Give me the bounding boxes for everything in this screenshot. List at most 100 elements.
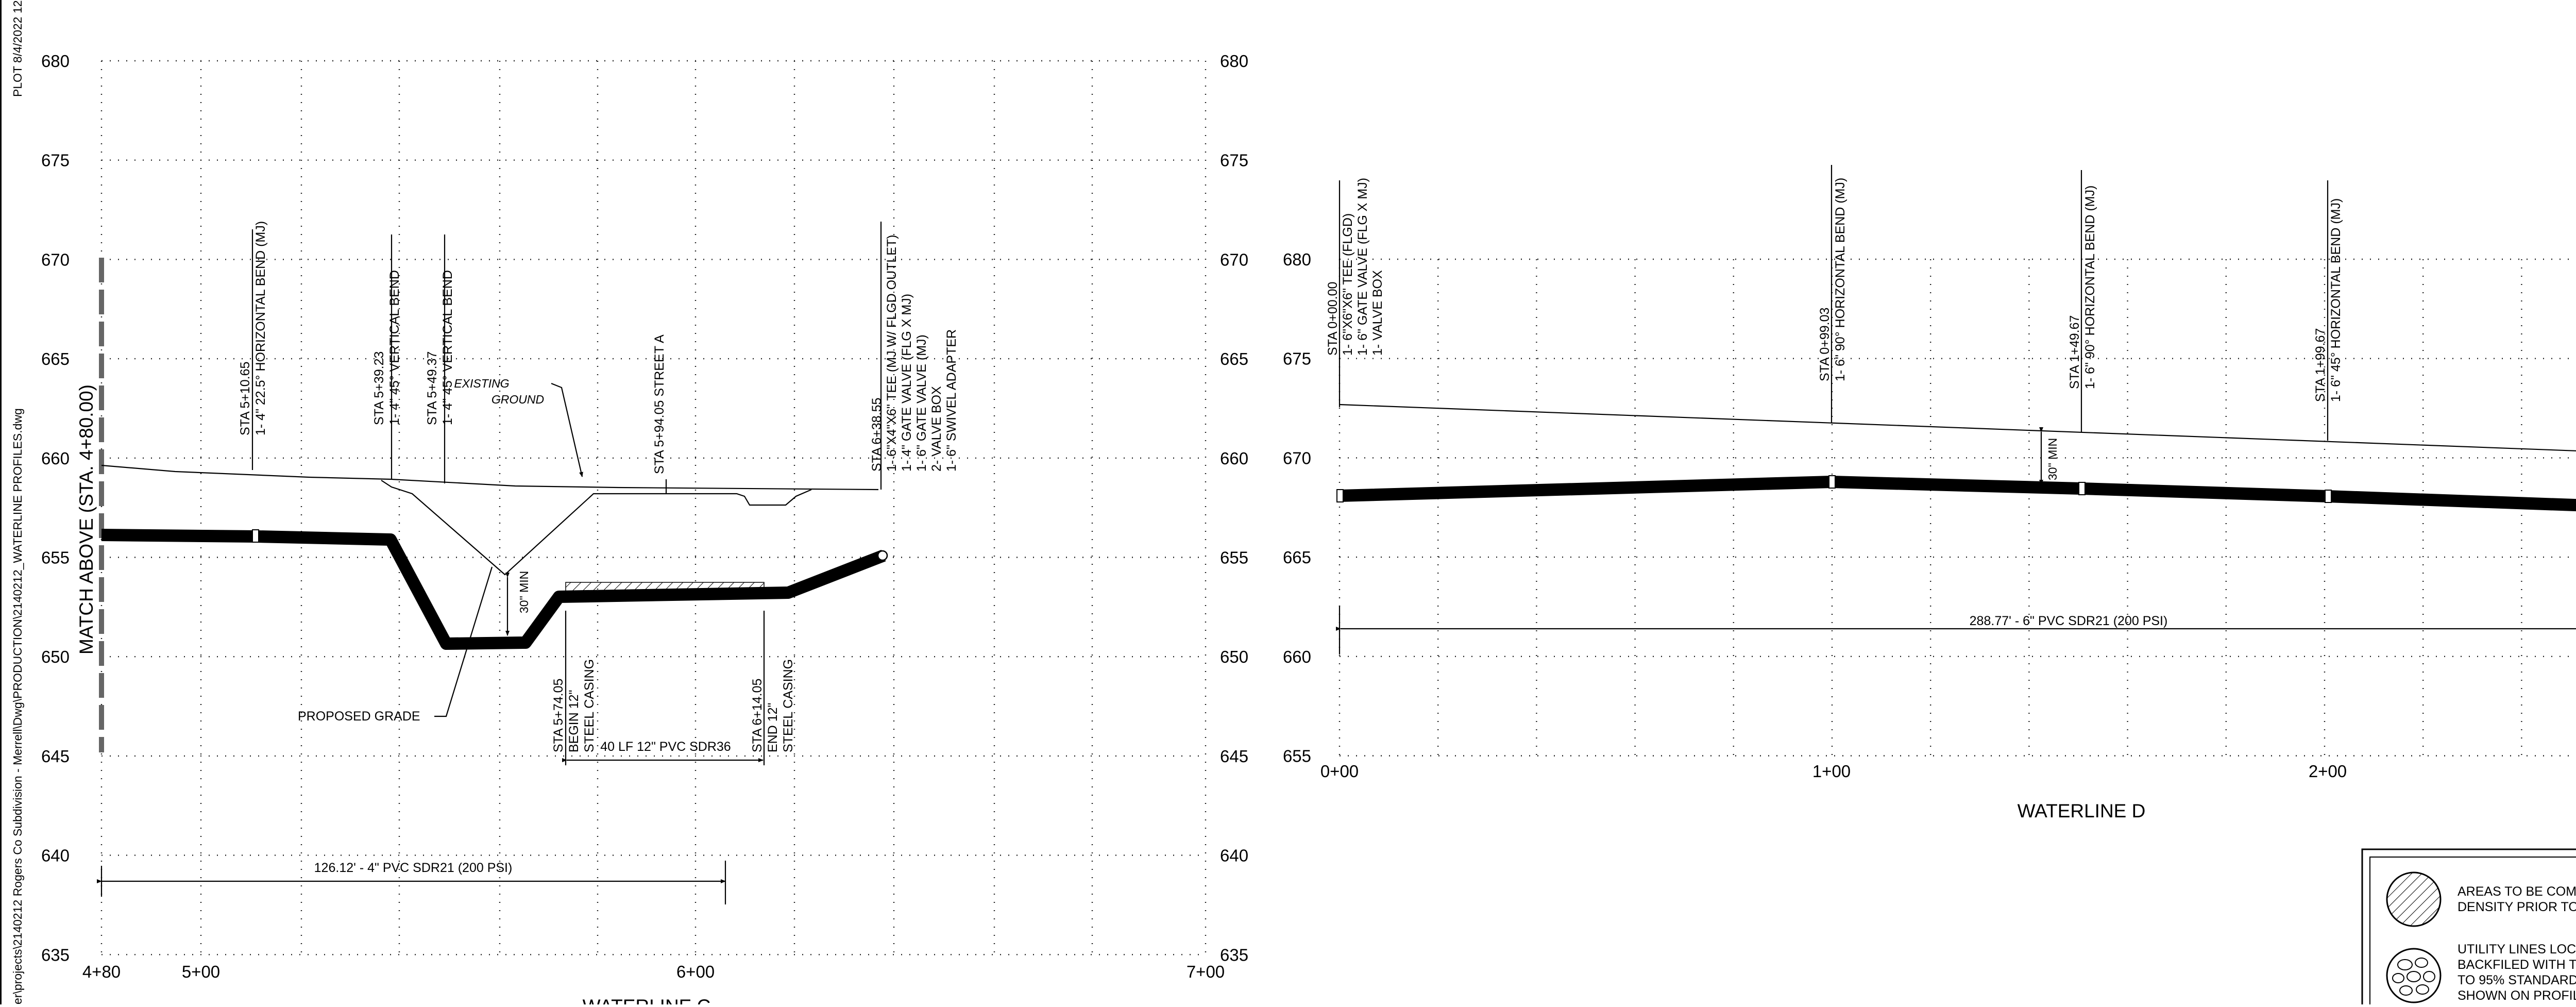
existing-ground-leader xyxy=(551,382,583,477)
profile-d-elevations: 680 675 670 665 660 655 xyxy=(1283,250,1311,766)
callout-5-39-line-1: STA 5+39.23 xyxy=(372,351,386,425)
callout-6-38-line-5: 2- VALVE BOX xyxy=(929,386,944,472)
elevation-c-left-680: 680 xyxy=(41,52,70,71)
callout-6-38-line-3: 1- 4" GATE VALVE (FLG X MJ) xyxy=(900,294,914,472)
callout-5-74-line-3: STEEL CASING xyxy=(582,659,597,752)
elevation-c-left-650: 650 xyxy=(41,647,70,666)
elevation-c-left-675: 675 xyxy=(41,151,70,170)
legend-item-2-line-2: BACKFILED WITH TYPE A AG xyxy=(2458,958,2576,972)
elevation-c-left-665: 665 xyxy=(41,349,70,368)
existing-ground-line-d xyxy=(1339,404,2576,451)
elevation-c-right-635: 635 xyxy=(1220,945,1248,964)
fitting-1-49 xyxy=(2078,482,2086,495)
waterline-d-pipe xyxy=(1339,476,2576,512)
callouts-c: STA 5+10.65 1- 4" 22.5° HORIZONTAL BEND … xyxy=(238,221,959,752)
pipe-length-label-d: 288.77' - 6" PVC SDR21 (200 PSI) xyxy=(1970,614,2168,628)
callout-1-49-line-1: STA 1+49.67 xyxy=(2067,315,2082,389)
callout-0-99-line-1: STA 0+99.03 xyxy=(1818,308,1832,381)
callout-5-49-line-1: STA 5+49.37 xyxy=(425,351,439,425)
elevation-d-670: 670 xyxy=(1283,448,1311,467)
waterline-c-pipe xyxy=(101,529,886,650)
profile-c-grid xyxy=(100,60,1207,955)
profile-d-grid xyxy=(1338,258,2576,757)
elevation-d-660: 660 xyxy=(1283,647,1311,666)
proposed-grade-line xyxy=(381,480,812,576)
station-d-1+00: 1+00 xyxy=(1812,762,1851,781)
elevation-c-right-680: 680 xyxy=(1220,52,1248,71)
station-c-4+80: 4+80 xyxy=(82,962,121,981)
profile-c-title: WATERLINE C xyxy=(583,996,711,1004)
callout-6-14-line-1: STA 6+14.05 xyxy=(750,679,765,752)
callout-0-00-line-1: STA 0+00.00 xyxy=(1326,282,1340,356)
profile-c-elevations-left: 680 675 670 665 660 655 650 645 640 635 xyxy=(41,52,70,964)
callout-0-99-line-2: 1- 6" 90° HORIZONTAL BEND (MJ) xyxy=(1833,178,1848,381)
elevation-d-675: 675 xyxy=(1283,349,1311,368)
clearance-label-d: 30" MIN xyxy=(2046,438,2059,480)
elevation-c-left-660: 660 xyxy=(41,449,70,468)
callout-5-94-line-1: STA 5+94.05 STREET A xyxy=(652,334,667,474)
fitting-0-99 xyxy=(1828,475,1836,489)
elevation-c-left-670: 670 xyxy=(41,250,70,269)
legend-item-1-line-1: AREAS TO BE COMPACTED xyxy=(2458,884,2576,899)
callout-1-49-line-2: 1- 6" 90° HORIZONTAL BEND (MJ) xyxy=(2083,186,2097,389)
profile-d-title: WATERLINE D xyxy=(2018,800,2146,821)
casing-label: 40 LF 12" PVC SDR36 xyxy=(600,740,731,754)
elevation-d-680: 680 xyxy=(1283,250,1311,269)
pipe-length-label-c: 126.12' - 4" PVC SDR21 (200 PSI) xyxy=(314,861,513,875)
callouts-d: STA 0+00.00 1- 6"X6"X6" TEE (FLGD) 1- 6"… xyxy=(1326,178,2343,402)
profile-d-stations: 0+00 1+00 2+00 xyxy=(1320,762,2347,781)
station-c-7+00: 7+00 xyxy=(1187,962,1225,981)
plot-stamp: PLOT 8/4/2022 12:45:56 PM xyxy=(11,0,24,97)
elevation-c-right-670: 670 xyxy=(1220,250,1248,269)
callout-0-00-line-2: 1- 6"X6"X6" TEE (FLGD) xyxy=(1341,213,1355,356)
callout-5-74-line-1: STA 5+74.05 xyxy=(551,679,566,752)
fitting-5-10 xyxy=(252,529,259,543)
callout-6-14-line-2: END 12" xyxy=(766,703,780,752)
file-path: er\projects\2140212 Rogers Co Subdivisio… xyxy=(11,408,24,1004)
existing-ground-line xyxy=(101,464,879,491)
callout-5-10-line-2: 1- 4" 22.5° HORIZONTAL BEND (MJ) xyxy=(253,221,268,435)
elevation-c-right-640: 640 xyxy=(1220,846,1248,865)
callout-0-00-line-4: 1- VALVE BOX xyxy=(1370,270,1385,356)
callout-6-38-line-6: 1- 6" SWIVEL ADAPTER xyxy=(944,329,959,472)
elevation-d-665: 665 xyxy=(1283,548,1311,567)
fitting-1-99 xyxy=(2325,490,2332,503)
existing-ground-label-1: EXISTING xyxy=(454,377,509,390)
profile-c-stations: 4+80 5+00 6+00 7+00 xyxy=(82,962,1225,981)
proposed-grade-label: PROPOSED GRADE xyxy=(298,709,420,724)
elevation-c-right-650: 650 xyxy=(1220,647,1248,666)
elevation-c-left-635: 635 xyxy=(41,945,70,964)
fitting-0-00 xyxy=(1336,489,1344,502)
elevation-c-right-675: 675 xyxy=(1220,151,1248,170)
station-c-5+00: 5+00 xyxy=(182,962,220,981)
callout-1-99-line-2: 1- 6" 45° HORIZONTAL BEND (MJ) xyxy=(2329,198,2343,402)
legend-box: AREAS TO BE COMPACTED DENSITY PRIOR TO U… xyxy=(2361,848,2576,1007)
elevation-c-right-660: 660 xyxy=(1220,449,1248,468)
callout-1-99-line-1: STA 1+99.67 xyxy=(2313,328,2328,402)
elevation-c-right-665: 665 xyxy=(1220,349,1248,368)
callout-5-49-line-2: 1- 4" 45° VERTICAL BEND xyxy=(440,270,455,425)
callout-0-00-line-3: 1- 6" GATE VALVE (FLG X MJ) xyxy=(1355,178,1370,356)
elevation-c-left-655: 655 xyxy=(41,548,70,567)
legend-item-1-line-2: DENSITY PRIOR TO UTILITY xyxy=(2458,900,2576,914)
legend-item-2-line-4: SHOWN ON PROFILES. xyxy=(2458,988,2576,1003)
callout-5-10-line-1: STA 5+10.65 xyxy=(238,362,252,435)
legend-item-2-line-1: UTILITY LINES LOCATED U xyxy=(2458,942,2576,956)
callout-5-39-line-2: 1- 4" 45° VERTICAL BEND xyxy=(387,270,402,425)
aggregate-symbol xyxy=(2386,948,2442,1003)
callout-6-38-line-4: 1- 6" GATE VALVE (MJ) xyxy=(914,334,929,472)
fitting-6-38 xyxy=(877,550,888,561)
callout-6-38-line-2: 1- 6"X4"X6" TEE (MJ W/ FLGD OUTLET) xyxy=(885,234,899,472)
proposed-grade-leader xyxy=(434,566,493,717)
callout-6-38-line-1: STA 6+38.55 xyxy=(870,398,884,472)
existing-ground-label-2: GROUND xyxy=(492,393,544,406)
legend-item-2-line-3: TO 95% STANDARD DENS xyxy=(2458,973,2576,987)
elevation-d-655: 655 xyxy=(1283,747,1311,766)
elevation-c-right-645: 645 xyxy=(1220,747,1248,766)
station-c-6+00: 6+00 xyxy=(676,962,715,981)
profile-c-elevations-right: 680 675 670 665 660 655 650 645 640 635 xyxy=(1220,52,1248,964)
elevation-c-right-655: 655 xyxy=(1220,548,1248,567)
callout-5-74-line-2: BEGIN 12" xyxy=(567,690,581,752)
